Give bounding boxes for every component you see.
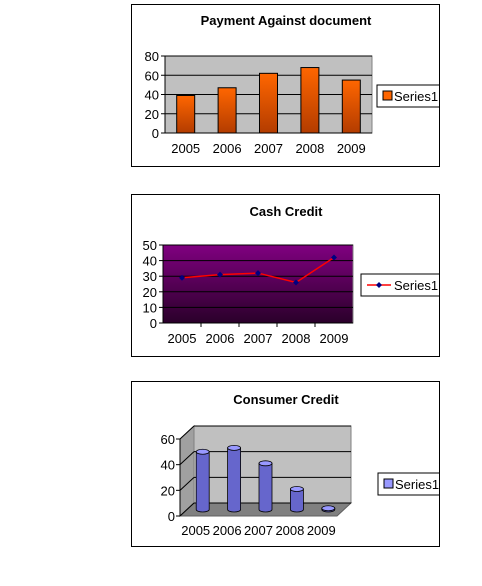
legend-label: Series1: [394, 278, 438, 293]
y-tick-label: 80: [145, 49, 159, 64]
bar: [300, 67, 320, 134]
data-point: [255, 270, 261, 277]
payment-chart-svg: Payment Against document 0 20 40 60 80 2005 200…: [145, 13, 439, 156]
bar: [258, 462, 273, 513]
side-wall: [179, 424, 195, 518]
data-point: [179, 274, 185, 281]
consumer-credit-chart-svg: Consumer Credit 0 20 40 60 2005 2006 2007 2008 20…: [161, 392, 439, 538]
y-tick-label: 40: [145, 88, 159, 103]
y-tick-label: 40: [143, 254, 157, 269]
gridline-side: [179, 502, 195, 517]
legend-label: Series1: [395, 477, 439, 492]
x-tick-label: 2008: [275, 523, 304, 538]
y-tick-label: 0: [150, 316, 157, 331]
bar: [176, 94, 196, 134]
legend-marker: [376, 282, 382, 288]
bar-top: [321, 505, 336, 512]
legend-label: Series1: [394, 89, 438, 104]
x-tick-label: 2005: [181, 523, 210, 538]
y-tick-label: 0: [152, 126, 159, 141]
y-tick-label: 0: [168, 509, 175, 524]
consumer-credit-chart: Consumer Credit 0 20 40 60 2005 2006 2007 2008 20…: [131, 381, 440, 547]
data-point: [217, 271, 223, 278]
x-tick-label: 2007: [244, 523, 273, 538]
y-tick-label: 20: [161, 483, 175, 498]
gridline-side: [179, 476, 195, 491]
y-tick-label: 10: [143, 300, 157, 315]
bar: [195, 451, 210, 513]
y-tick-label: 60: [161, 432, 175, 447]
bar: [217, 87, 237, 134]
bar-top: [195, 448, 210, 455]
cash-credit-chart: Cash Credit 0 10 20 30 40 50 2005 2006 2007 2008 20…: [131, 194, 440, 357]
x-tick-label: 2006: [206, 331, 235, 346]
bar-top: [227, 445, 241, 451]
chart-title: Cash Credit: [250, 204, 324, 219]
x-tick-label: 2008: [295, 141, 324, 156]
gridline-side: [179, 451, 195, 466]
data-point: [293, 279, 299, 286]
y-tick-label: 20: [145, 107, 159, 122]
y-tick-label: 30: [143, 269, 157, 284]
x-tick-label: 2009: [320, 331, 349, 346]
gridline-side: [179, 425, 195, 440]
x-tick-label: 2008: [282, 331, 311, 346]
bar-top: [289, 486, 304, 492]
bar: [259, 72, 278, 134]
payment-against-document-chart: Payment Against document 0 20 40 60 80 2005 200…: [131, 4, 440, 167]
legend-box: [360, 273, 439, 297]
back-wall: [193, 425, 352, 504]
plot-area: [162, 244, 354, 324]
y-tick-label: 20: [143, 285, 157, 300]
legend-swatch: [382, 90, 393, 101]
x-tick-label: 2007: [254, 141, 283, 156]
x-tick-label: 2007: [244, 331, 273, 346]
x-tick-label: 2005: [171, 141, 200, 156]
x-tick-label: 2006: [213, 141, 242, 156]
bar: [227, 447, 241, 513]
x-tick-label: 2009: [337, 141, 366, 156]
bar: [290, 488, 304, 513]
bar: [341, 79, 361, 134]
chart-title: Payment Against document: [201, 13, 372, 28]
y-tick-label: 50: [143, 238, 157, 253]
x-tick-label: 2009: [307, 523, 336, 538]
y-tick-label: 60: [145, 68, 159, 83]
x-tick-label: 2005: [168, 331, 197, 346]
legend-swatch: [383, 478, 394, 489]
y-tick-label: 40: [161, 458, 175, 473]
chart-title: Consumer Credit: [233, 392, 339, 407]
x-tick-label: 2006: [213, 523, 242, 538]
bar-top: [258, 460, 273, 467]
